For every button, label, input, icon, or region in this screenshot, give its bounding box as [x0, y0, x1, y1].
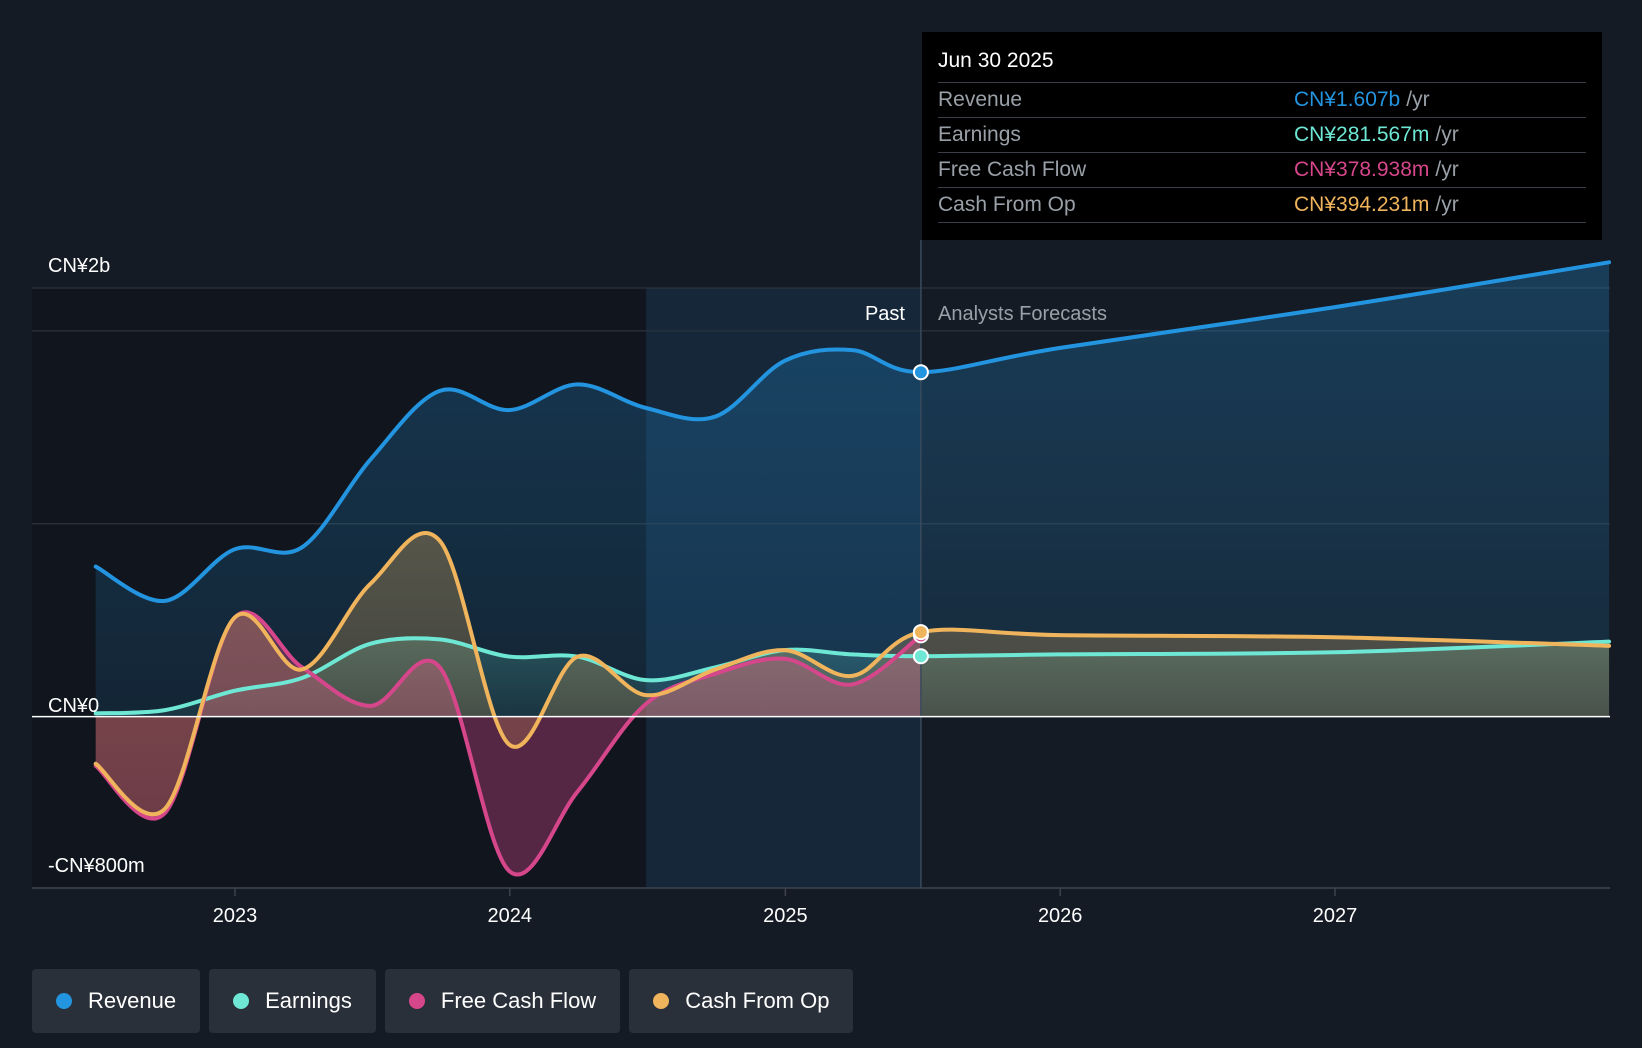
revenue-line: [93, 260, 1612, 603]
revenue-area: [95, 262, 1610, 717]
tooltip-unit: /yr: [1435, 123, 1459, 146]
legend-label: Revenue: [88, 988, 177, 1013]
tooltip-row-cash-from-op: Cash From Op CN¥394.231m /yr: [938, 188, 1586, 223]
tooltip-date: Jun 30 2025: [938, 46, 1586, 83]
y-axis-bottom-label: -CN¥800m: [48, 855, 145, 877]
x-tick-label: 2024: [488, 905, 533, 927]
earnings-line: [93, 636, 1612, 716]
y-axis-zero-label: CN¥0: [48, 695, 99, 717]
x-tick-label: 2025: [763, 905, 808, 927]
tooltip-value: CN¥281.567m: [1294, 123, 1430, 146]
legend-item-revenue[interactable]: Revenue: [32, 969, 201, 1033]
tooltip-row-free-cash-flow: Free Cash Flow CN¥378.938m /yr: [938, 153, 1586, 188]
tooltip-unit: /yr: [1406, 88, 1430, 111]
earnings-marker: [912, 648, 929, 665]
cash-from-op-dot-icon: [653, 993, 670, 1009]
legend-label: Cash From Op: [685, 988, 830, 1013]
tooltip-label: Revenue: [938, 88, 1023, 111]
revenue-marker: [912, 364, 929, 381]
x-tick-label: 2026: [1038, 905, 1083, 927]
tooltip-unit: /yr: [1435, 158, 1459, 181]
forecast-label: Analysts Forecasts: [938, 303, 1107, 325]
earnings-dot-icon: [233, 993, 250, 1009]
tooltip: Jun 30 2025 Revenue CN¥1.607b /yr Earnin…: [922, 32, 1602, 240]
legend-label: Earnings: [265, 988, 352, 1013]
tooltip-row-earnings: Earnings CN¥281.567m /yr: [938, 118, 1586, 153]
x-tick-label: 2023: [213, 905, 258, 927]
cash-from-op-line: [93, 531, 1612, 817]
tooltip-value: CN¥378.938m: [1294, 158, 1430, 181]
legend: Revenue Earnings Free Cash Flow Cash Fro…: [32, 969, 854, 1033]
free-cash-flow-dot-icon: [408, 993, 425, 1009]
tooltip-value: CN¥394.231m: [1294, 193, 1430, 216]
legend-item-earnings[interactable]: Earnings: [209, 969, 376, 1033]
legend-item-free-cash-flow[interactable]: Free Cash Flow: [384, 969, 621, 1033]
tooltip-unit: /yr: [1435, 193, 1459, 216]
cash-from-op-area: [95, 532, 1610, 815]
legend-label: Free Cash Flow: [440, 988, 597, 1013]
past-label: Past: [865, 303, 905, 325]
x-tick-label: 2027: [1313, 905, 1358, 927]
cash-from-op-marker: [912, 624, 929, 641]
tooltip-value: CN¥1.607b: [1294, 88, 1401, 111]
tooltip-row-revenue: Revenue CN¥1.607b /yr: [938, 83, 1586, 118]
revenue-dot-icon: [56, 993, 72, 1009]
tooltip-label: Free Cash Flow: [938, 158, 1087, 181]
tooltip-label: Cash From Op: [938, 193, 1076, 216]
tooltip-label: Earnings: [938, 123, 1021, 146]
legend-item-cash-from-op[interactable]: Cash From Op: [629, 969, 854, 1033]
y-axis-top-label: CN¥2b: [48, 255, 110, 277]
